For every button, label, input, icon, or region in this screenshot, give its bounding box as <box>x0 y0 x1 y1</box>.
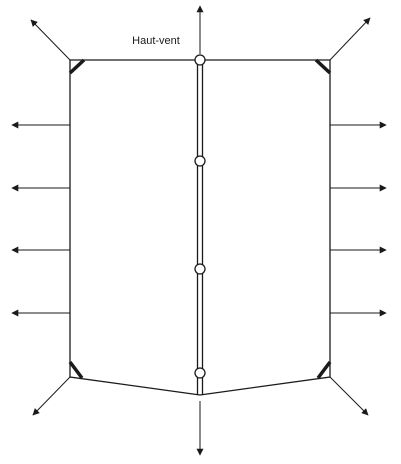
ridge-node-4 <box>194 367 206 379</box>
tarp-outline <box>69 59 331 396</box>
guyline-arrow-bottom-right <box>329 376 369 416</box>
corner-reinforcement-bottom-left <box>68 360 84 380</box>
guyline-arrow-bottom-left <box>32 376 71 416</box>
haut-vent-label: Haut-vent <box>132 35 180 47</box>
corner-reinforcement-bottom-right <box>316 360 332 380</box>
ridge-node-1 <box>194 54 206 66</box>
guyline-arrow-top-left <box>30 19 71 61</box>
ridge-node-2 <box>194 155 206 167</box>
ridge-node-3 <box>194 263 206 275</box>
guyline-arrow-top-right <box>329 17 371 61</box>
corner-reinforcement-top-left <box>68 58 86 75</box>
corner-reinforcement-top-right <box>314 58 332 75</box>
